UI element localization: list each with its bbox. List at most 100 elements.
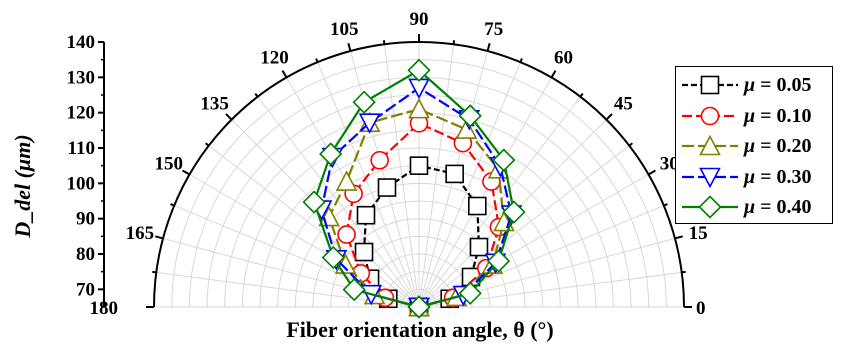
angle-label: 60 xyxy=(554,48,573,69)
y-axis-label: D_del (μm) xyxy=(10,134,35,238)
angle-label: 135 xyxy=(200,94,229,115)
radial-tick-label: 80 xyxy=(76,244,95,265)
angle-label: 105 xyxy=(330,19,359,40)
grid-spoke xyxy=(418,77,552,308)
data-point xyxy=(352,90,376,114)
data-point xyxy=(445,164,464,184)
data-point xyxy=(458,281,482,305)
angle-tick xyxy=(347,43,352,52)
data-point xyxy=(342,277,366,302)
angle-label: 15 xyxy=(689,223,708,244)
grid-spoke xyxy=(418,44,455,308)
data-point xyxy=(455,118,478,139)
angle-tick xyxy=(663,203,668,207)
data-point xyxy=(370,150,389,170)
angle-tick xyxy=(254,92,259,98)
angle-tick xyxy=(152,270,157,274)
data-point xyxy=(377,178,397,197)
legend-item: μ = 0.30 xyxy=(676,162,834,192)
angle-tick xyxy=(486,43,491,52)
radial-tick-label: 110 xyxy=(68,138,95,159)
angle-label: 150 xyxy=(154,154,183,175)
legend-label: μ = 0.05 xyxy=(744,74,812,96)
angle-label: 120 xyxy=(260,48,289,69)
legend-item: μ = 0.05 xyxy=(676,70,834,100)
angle-tick xyxy=(281,70,288,79)
angle-label: 165 xyxy=(126,223,155,244)
angle-label: 90 xyxy=(410,9,429,30)
radial-tick-label: 70 xyxy=(76,279,95,300)
data-point xyxy=(467,196,487,216)
angle-label: 45 xyxy=(614,94,633,115)
angle-tick xyxy=(382,40,386,45)
angle-label: 180 xyxy=(90,298,119,319)
angle-tick xyxy=(519,58,523,63)
grid-spoke xyxy=(418,96,581,308)
angle-tick-labels: 0 15 30 45 60 75 90 105 120 135 150 165 180 xyxy=(90,9,708,319)
data-point xyxy=(408,97,430,119)
angle-tick xyxy=(674,235,683,240)
angle-tick xyxy=(681,270,686,274)
legend-label: μ = 0.40 xyxy=(744,196,812,218)
data-point xyxy=(458,104,482,128)
data-point xyxy=(358,113,381,134)
angle-tick xyxy=(155,235,164,240)
angle-tick xyxy=(579,92,584,98)
data-point xyxy=(699,134,721,156)
radial-tick-label: 100 xyxy=(67,173,96,194)
angle-label: 0 xyxy=(696,298,706,319)
legend-swatch xyxy=(682,167,738,188)
angle-label: 75 xyxy=(484,19,503,40)
angle-tick xyxy=(647,169,656,176)
grid-spoke xyxy=(317,61,420,308)
legend-item: μ = 0.20 xyxy=(676,131,834,161)
data-point xyxy=(319,142,343,166)
data-point xyxy=(502,200,526,224)
radial-tick-label: 130 xyxy=(67,67,96,88)
data-point xyxy=(407,295,431,319)
legend-swatch xyxy=(682,195,738,219)
angle-tick xyxy=(605,113,613,121)
series-group xyxy=(302,58,526,319)
data-point xyxy=(335,170,358,191)
data-point xyxy=(409,156,429,175)
legend-swatch xyxy=(682,106,738,125)
legend-label: μ = 0.30 xyxy=(744,165,812,188)
angle-tick xyxy=(225,113,233,121)
angle-tick xyxy=(315,58,319,63)
data-point xyxy=(302,190,326,214)
radial-axis: 70 80 90 100 110 120 130 140 xyxy=(67,32,105,308)
data-point xyxy=(698,195,722,219)
angle-tick xyxy=(170,203,175,207)
data-point xyxy=(486,249,511,273)
data-point xyxy=(337,225,356,244)
grid-spoke xyxy=(418,145,630,308)
angle-tick xyxy=(550,70,557,79)
angle-tick xyxy=(628,142,634,147)
data-point xyxy=(321,245,345,270)
grid-spoke xyxy=(418,174,649,308)
radial-tick-label: 90 xyxy=(76,209,95,230)
angle-tick xyxy=(204,142,210,147)
grid-spoke xyxy=(257,96,420,308)
legend-swatch xyxy=(682,134,738,156)
legend-item: μ = 0.10 xyxy=(676,101,834,131)
legend-label: μ = 0.20 xyxy=(744,135,812,157)
data-point xyxy=(700,75,720,95)
data-point xyxy=(699,167,721,188)
legend-item: μ = 0.40 xyxy=(676,192,834,222)
grid-spoke xyxy=(208,145,420,308)
legend: μ = 0.05 μ = 0.10 μ = 0.20 μ = 0.30 μ = 0.40 xyxy=(675,66,833,224)
legend-swatch xyxy=(682,75,738,95)
radial-tick-label: 120 xyxy=(67,103,96,124)
data-point xyxy=(469,237,489,257)
data-point xyxy=(492,148,516,172)
x-axis-label: Fiber orientation angle, θ (°) xyxy=(286,317,553,342)
data-point xyxy=(356,205,376,225)
radial-tick-label: 140 xyxy=(67,32,96,53)
angle-label: 30 xyxy=(660,154,679,175)
data-point xyxy=(354,242,374,262)
data-point xyxy=(407,58,431,82)
series xyxy=(302,58,526,319)
